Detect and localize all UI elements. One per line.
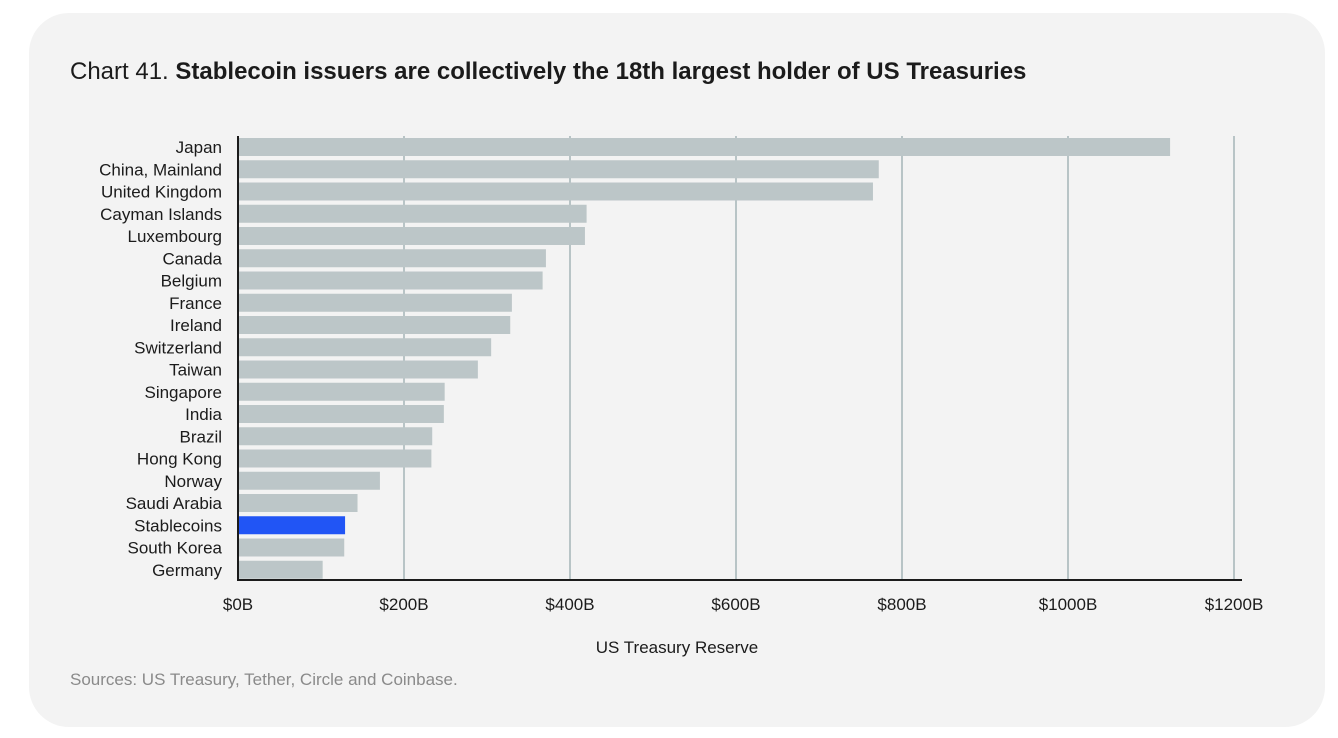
category-label: Canada <box>162 249 222 268</box>
category-label: Germany <box>152 561 222 580</box>
x-tick-label: $600B <box>711 595 760 614</box>
category-label: Luxembourg <box>127 227 222 246</box>
bar <box>238 360 478 379</box>
bar <box>238 449 432 468</box>
category-label: Norway <box>164 472 222 491</box>
bar <box>238 316 511 334</box>
x-tick-label: $400B <box>545 595 594 614</box>
bar <box>238 494 358 512</box>
category-label: India <box>185 405 222 424</box>
x-tick-label: $1000B <box>1039 595 1098 614</box>
x-axis-title: US Treasury Reserve <box>595 638 759 657</box>
category-label: Japan <box>176 138 222 157</box>
bar <box>238 160 879 179</box>
bar <box>238 138 1171 156</box>
bar <box>238 293 512 312</box>
category-label: Singapore <box>144 383 222 402</box>
category-label: Belgium <box>161 272 222 291</box>
x-tick-labels: $0B $200B $400B $600B $800B $1000B $1200B <box>223 595 1263 614</box>
category-label: Brazil <box>179 427 222 446</box>
bar <box>238 382 445 401</box>
bars <box>238 138 1171 579</box>
category-label: Taiwan <box>169 361 222 380</box>
chart-headline: Stablecoin issuers are collectively the … <box>175 58 1027 85</box>
x-tick-label: $800B <box>877 595 926 614</box>
bar <box>238 249 546 268</box>
category-label: Hong Kong <box>137 450 222 469</box>
category-label: France <box>169 294 222 313</box>
bar <box>238 471 380 490</box>
chart-title: Chart 41. Stablecoin issuers are collect… <box>70 58 1026 86</box>
category-label: Ireland <box>170 316 222 335</box>
bar <box>238 338 492 357</box>
category-label: Stablecoins <box>134 516 222 535</box>
bar <box>238 560 323 579</box>
axes <box>237 136 1242 581</box>
bar-highlight <box>238 516 346 535</box>
bar <box>238 204 587 223</box>
source-note: Sources: US Treasury, Tether, Circle and… <box>70 670 458 689</box>
category-label: South Korea <box>127 539 222 558</box>
gridlines <box>403 136 1235 580</box>
category-labels: Japan China, Mainland United Kingdom Cayman… <box>99 138 222 580</box>
category-label: China, Mainland <box>99 160 222 179</box>
bar <box>238 182 873 201</box>
category-label: Switzerland <box>134 338 222 357</box>
category-label: Saudi Arabia <box>126 494 223 513</box>
bar <box>238 538 345 557</box>
x-tick-label: $200B <box>379 595 428 614</box>
bar <box>238 405 444 423</box>
bar <box>238 427 433 446</box>
category-label: United Kingdom <box>101 183 222 202</box>
category-label: Cayman Islands <box>100 205 222 224</box>
x-tick-label: $1200B <box>1205 595 1264 614</box>
x-tick-label: $0B <box>223 595 253 614</box>
bar <box>238 227 585 245</box>
chart-number: Chart 41. <box>70 58 169 85</box>
bar <box>238 271 543 290</box>
